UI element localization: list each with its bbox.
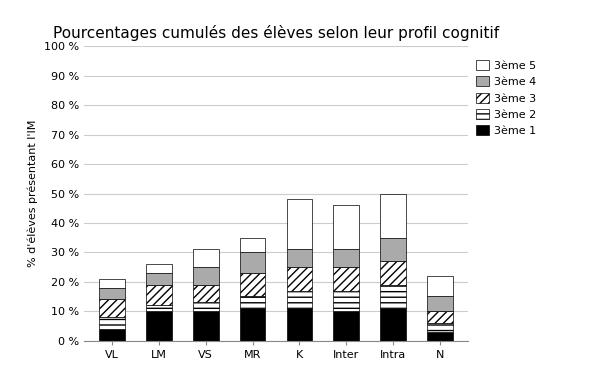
Bar <box>380 194 406 238</box>
Bar <box>334 291 359 311</box>
Bar <box>193 267 218 285</box>
Bar <box>240 273 265 296</box>
Bar <box>287 267 312 291</box>
Bar <box>240 252 265 273</box>
Bar <box>240 308 265 341</box>
Bar <box>146 305 172 311</box>
Bar <box>193 311 218 341</box>
Legend: 3ème 5, 3ème 4, 3ème 3, 3ème 2, 3ème 1: 3ème 5, 3ème 4, 3ème 3, 3ème 2, 3ème 1 <box>473 58 538 139</box>
Bar <box>334 249 359 267</box>
Title: Pourcentages cumulés des élèves selon leur profil cognitif: Pourcentages cumulés des élèves selon le… <box>53 25 499 41</box>
Bar <box>146 311 172 341</box>
Bar <box>99 288 125 300</box>
Bar <box>99 317 125 329</box>
Bar <box>427 276 453 296</box>
Bar <box>334 205 359 249</box>
Bar <box>99 279 125 288</box>
Bar <box>193 249 218 267</box>
Bar <box>427 311 453 323</box>
Bar <box>334 267 359 291</box>
Bar <box>146 285 172 305</box>
Y-axis label: % d'élèves présentant l'IM: % d'élèves présentant l'IM <box>28 120 38 267</box>
Bar <box>193 302 218 311</box>
Bar <box>287 308 312 341</box>
Bar <box>146 264 172 273</box>
Bar <box>287 249 312 267</box>
Bar <box>146 273 172 285</box>
Bar <box>193 285 218 302</box>
Bar <box>287 291 312 308</box>
Bar <box>380 285 406 308</box>
Bar <box>380 308 406 341</box>
Bar <box>99 329 125 341</box>
Bar <box>240 296 265 308</box>
Bar <box>427 296 453 311</box>
Bar <box>240 238 265 252</box>
Bar <box>427 323 453 332</box>
Bar <box>287 199 312 249</box>
Bar <box>380 238 406 261</box>
Bar <box>427 332 453 341</box>
Bar <box>380 261 406 285</box>
Bar <box>99 300 125 317</box>
Bar <box>334 311 359 341</box>
